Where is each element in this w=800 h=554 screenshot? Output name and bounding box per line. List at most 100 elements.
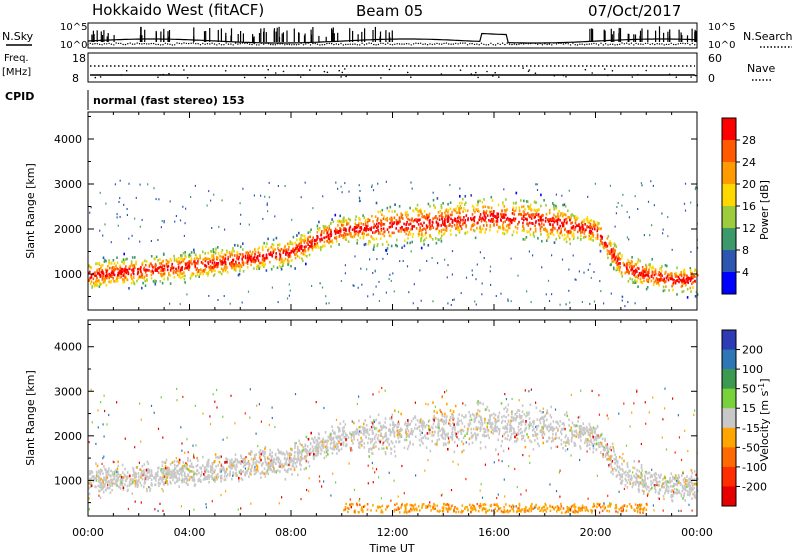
noise-search-dot: [106, 43, 108, 45]
power-scatter-cell: [341, 191, 343, 194]
power-echo-cell: [570, 230, 573, 234]
power-echo-cell: [361, 232, 364, 235]
power-echo-cell: [320, 246, 322, 249]
power-echo-cell: [313, 242, 316, 246]
power-echo-cell: [261, 245, 264, 249]
velocity-echo-cell: [325, 450, 328, 454]
power-echo-cell: [417, 218, 419, 222]
velocity-echo-cell: [565, 441, 567, 444]
power-echo-cell: [482, 224, 485, 227]
velocity-echo-cell: [615, 455, 617, 459]
velocity-echo-cell: [240, 477, 243, 480]
velocity-echo-cell: [197, 459, 199, 462]
power-echo-cell: [440, 206, 443, 209]
power-echo-cell: [547, 220, 550, 223]
power-echo-cell: [530, 207, 532, 211]
power-echo-cell: [442, 228, 445, 231]
power-echo-cell: [693, 269, 696, 273]
noise-search-dot: [569, 44, 572, 46]
power-echo-cell: [497, 203, 500, 207]
velocity-echo-cell: [406, 427, 409, 431]
freq-dot: [475, 71, 477, 74]
power-echo-cell: [571, 221, 573, 224]
velocity-echo-cell: [478, 414, 480, 418]
power-echo-cell: [628, 265, 631, 269]
power-echo-cell: [233, 249, 235, 253]
velocity-echo-cell: [530, 440, 533, 444]
power-echo-cell: [592, 239, 594, 242]
velocity-echo-cell: [380, 432, 382, 435]
power-echo-cell: [485, 221, 488, 224]
power-scatter-cell: [211, 227, 213, 229]
power-echo-cell: [391, 222, 394, 225]
velocity-echo-cell: [297, 473, 299, 477]
noise-search-dot: [241, 42, 244, 44]
power-echo-cell: [473, 229, 476, 233]
velocity-echo-cell: [684, 477, 686, 480]
velocity-echo-cell: [487, 421, 490, 425]
power-echo-cell: [570, 216, 572, 220]
power-echo-cell: [323, 231, 325, 235]
velocity-echo-cell: [522, 419, 524, 422]
power-echo-cell: [588, 234, 590, 238]
power-echo-cell: [280, 257, 282, 261]
power-echo-cell: [565, 221, 568, 225]
noise-search-dot: [94, 43, 96, 45]
power-echo-cell: [205, 264, 208, 268]
power-echo-cell: [320, 248, 322, 252]
power-echo-cell: [424, 228, 427, 231]
power-echo-cell: [318, 227, 321, 230]
velocity-echo-cell: [682, 497, 684, 500]
noise-search-dot: [494, 44, 497, 46]
power-echo-cell: [156, 269, 159, 272]
power-echo-cell: [648, 276, 651, 280]
power-echo-cell: [518, 206, 520, 209]
velocity-echo-cell: [249, 472, 251, 475]
velocity-echo-cell: [422, 436, 425, 439]
noise-search-dot: [621, 42, 623, 44]
velocity-echo-cell: [105, 481, 107, 485]
power-echo-cell: [152, 266, 154, 269]
velocity-echo-cell: [137, 483, 139, 487]
velocity-echo-cell: [183, 480, 185, 484]
velocity-echo-cell: [159, 482, 161, 485]
power-echo-cell: [128, 287, 130, 290]
velocity-echo-cell: [658, 489, 661, 492]
noise-search-dot: [389, 43, 391, 46]
power-echo-cell: [505, 228, 507, 232]
power-echo-cell: [544, 227, 546, 230]
power-scatter-cell: [412, 302, 414, 305]
power-echo-cell: [233, 267, 236, 270]
velocity-echo-cell: [519, 431, 522, 435]
power-scatter-cell: [507, 299, 509, 302]
noise-search-dot: [574, 44, 576, 46]
velocity-echo-cell: [363, 446, 366, 449]
power-echo-cell: [456, 205, 459, 208]
power-echo-cell: [160, 265, 162, 269]
velocity-echo-cell: [473, 414, 476, 417]
velocity-echo-cell: [449, 416, 452, 419]
noise-search-dot: [530, 42, 532, 45]
power-echo-cell: [197, 260, 199, 263]
power-echo-cell: [330, 240, 332, 243]
velocity-echo-cell: [638, 488, 641, 492]
power-scatter-cell: [175, 215, 177, 217]
power-echo-cell: [647, 271, 650, 274]
power-echo-cell: [449, 201, 452, 204]
power-echo-cell: [512, 230, 515, 233]
noise-sky-spike: [337, 32, 339, 42]
power-echo-cell: [166, 265, 169, 269]
power-echo-cell: [540, 219, 543, 222]
power-echo-cell: [231, 266, 233, 269]
velocity-echo-cell: [644, 485, 646, 489]
power-echo-cell: [113, 266, 115, 269]
velocity-echo-cell: [510, 425, 513, 428]
power-echo-cell: [467, 218, 469, 222]
power-echo-cell: [130, 273, 133, 276]
velocity-echo-cell: [527, 436, 530, 439]
velocity-echo-cell: [528, 417, 531, 420]
freq-dot: [243, 76, 246, 79]
power-echo-cell: [476, 203, 479, 207]
power-echo-cell: [613, 267, 615, 271]
power-echo-cell: [217, 262, 220, 265]
